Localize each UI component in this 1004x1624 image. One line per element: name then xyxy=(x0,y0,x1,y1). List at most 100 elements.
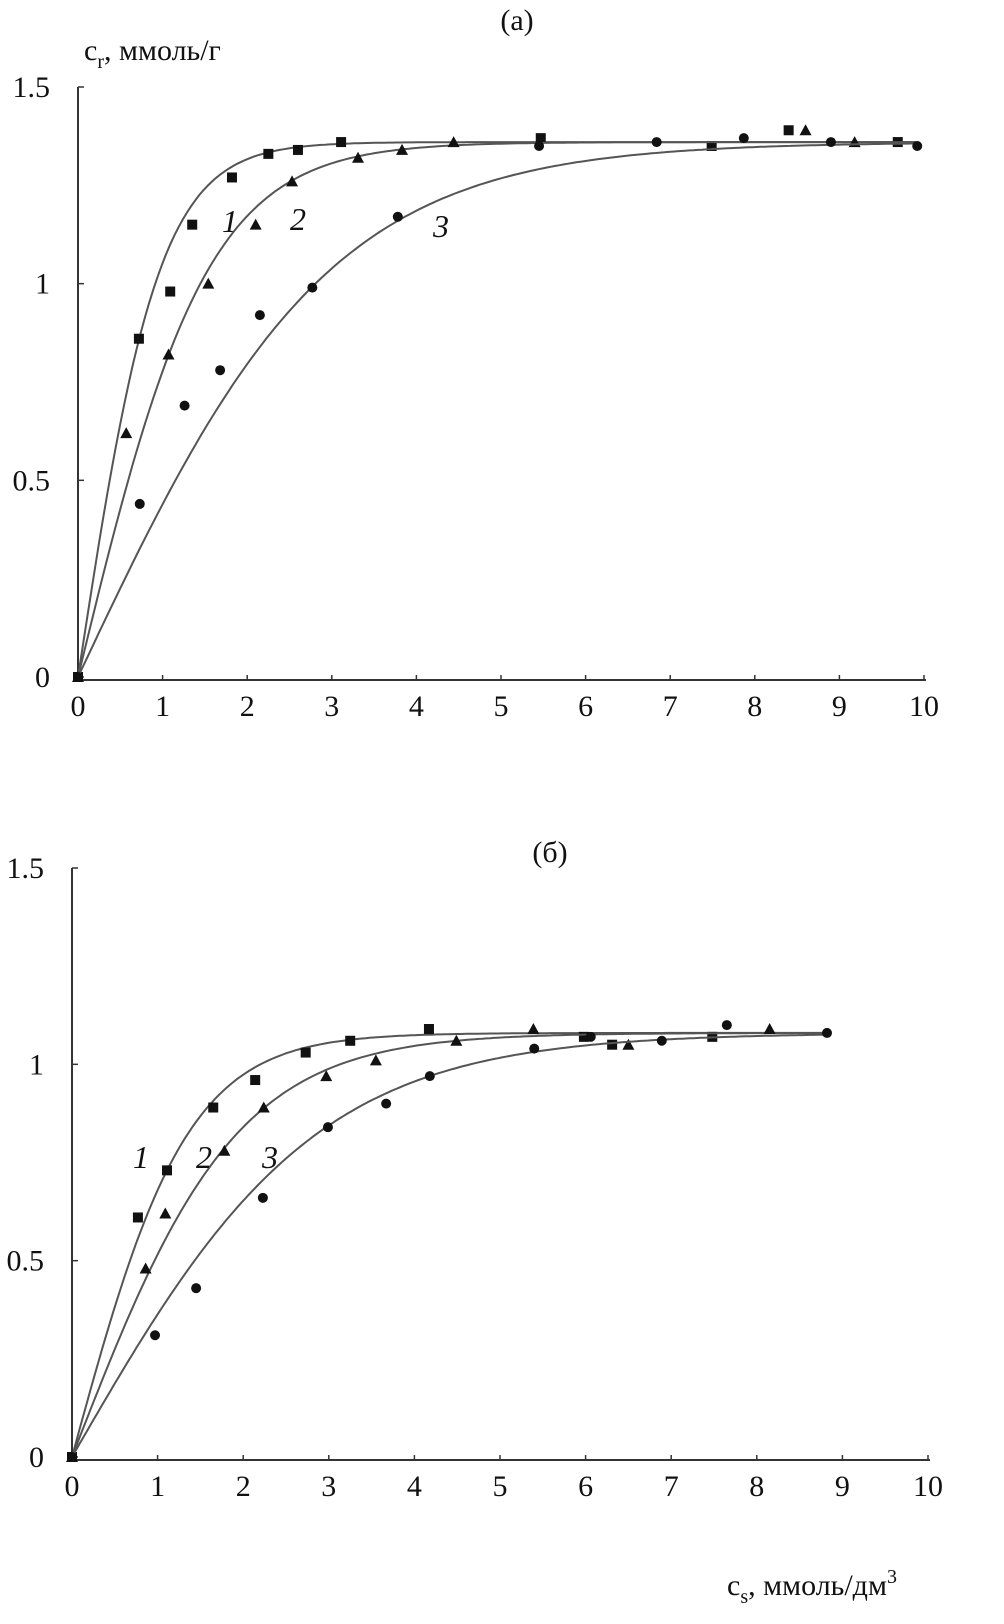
point-series-2 xyxy=(369,1054,382,1066)
point-series-1 xyxy=(706,141,717,151)
curve-3 xyxy=(71,1033,826,1458)
point-series-1 xyxy=(535,133,546,144)
point-series-3 xyxy=(179,400,190,411)
point-series-1 xyxy=(165,286,176,297)
y-tick-label: 1.5 xyxy=(13,71,51,104)
point-series-1 xyxy=(578,1031,589,1042)
point-series-3 xyxy=(529,1043,540,1054)
x-tick-label: 1 xyxy=(155,690,170,723)
x-tick-label: 1 xyxy=(150,1470,165,1503)
curve-1 xyxy=(71,1031,826,1458)
chart-panel-a: (a) cr, ммоль/г 0 1 2 3 4 5 6 7 8 9 10 0 0.5 1 1.5 1 2 3 xyxy=(13,4,940,723)
y-tick-label: 1 xyxy=(29,1048,44,1081)
x-tick-label: 9 xyxy=(832,690,847,723)
x-tick-label: 8 xyxy=(749,1470,764,1503)
point-series-1 xyxy=(423,1023,434,1034)
point-series-3 xyxy=(651,137,662,148)
x-tick-label: 9 xyxy=(835,1470,850,1503)
point-series-2 xyxy=(139,1262,152,1274)
point-series-3 xyxy=(381,1098,392,1109)
point-series-1 xyxy=(250,1075,261,1086)
curve-1 xyxy=(77,141,916,678)
point-series-3 xyxy=(424,1071,435,1082)
point-series-1 xyxy=(187,219,198,230)
point-series-2 xyxy=(763,1022,776,1034)
point-series-2 xyxy=(162,348,175,360)
y-tick-label: 0.5 xyxy=(13,464,51,497)
point-series-3 xyxy=(721,1020,732,1031)
point-series-3 xyxy=(150,1330,161,1341)
point-series-2 xyxy=(352,151,365,163)
point-series-3 xyxy=(215,365,226,376)
point-series-1 xyxy=(300,1047,311,1058)
point-series-2 xyxy=(159,1207,172,1219)
point-series-2 xyxy=(249,218,262,230)
point-series-2 xyxy=(286,175,299,187)
curve-label-2: 2 xyxy=(290,201,306,237)
point-series-2 xyxy=(799,124,812,136)
point-series-3 xyxy=(738,133,749,144)
point-series-2 xyxy=(396,143,409,155)
point-series-3 xyxy=(67,1452,77,1462)
point-series-3 xyxy=(825,137,836,148)
point-series-1 xyxy=(208,1102,219,1113)
curve-label-2: 2 xyxy=(196,1139,212,1175)
point-series-3 xyxy=(73,672,83,682)
x-tick-label: 6 xyxy=(578,1470,593,1503)
x-tick-label: 4 xyxy=(409,690,424,723)
point-series-2 xyxy=(257,1101,270,1113)
x-tick-label: 5 xyxy=(493,1470,508,1503)
point-series-1 xyxy=(336,137,347,148)
point-series-2 xyxy=(527,1022,540,1034)
x-tick-label: 2 xyxy=(240,690,255,723)
x-tick-label: 3 xyxy=(321,1470,336,1503)
point-series-1 xyxy=(133,333,144,344)
point-series-3 xyxy=(134,498,145,509)
point-series-3 xyxy=(392,211,403,222)
curve-3 xyxy=(77,142,916,678)
y-tick-label: 1.5 xyxy=(7,852,45,885)
x-tick-label: 10 xyxy=(909,690,939,723)
point-series-3 xyxy=(191,1283,202,1294)
point-series-3 xyxy=(257,1192,268,1203)
curve-label-3: 3 xyxy=(261,1139,278,1175)
point-series-3 xyxy=(585,1031,596,1042)
y-tick-label: 1 xyxy=(35,268,50,301)
point-series-1 xyxy=(162,1165,173,1176)
curve-2 xyxy=(77,141,916,678)
x-tick-label: 0 xyxy=(71,690,86,723)
chart-panel-b: (б) cs, ммоль/дм3 0 1 2 3 4 5 6 7 8 9 10 0 0.5 1 1.5 1 2… xyxy=(7,836,944,1608)
point-series-3 xyxy=(912,141,923,151)
point-series-3 xyxy=(254,310,265,321)
curve-2 xyxy=(71,1032,826,1458)
point-series-2 xyxy=(447,136,460,148)
y-tick-label: 0 xyxy=(35,661,50,694)
x-tick-label: 2 xyxy=(236,1470,251,1503)
y-tick-label: 0.5 xyxy=(7,1245,45,1278)
point-series-2 xyxy=(120,427,133,439)
y-tick-label: 0 xyxy=(29,1441,44,1474)
point-series-2 xyxy=(622,1038,635,1050)
point-series-1 xyxy=(226,172,237,183)
point-series-1 xyxy=(132,1212,143,1223)
x-tick-label: 5 xyxy=(494,690,509,723)
curve-label-1: 1 xyxy=(222,203,238,239)
x-tick-label: 6 xyxy=(578,690,593,723)
point-series-2 xyxy=(202,277,215,289)
x-tick-label: 8 xyxy=(747,690,762,723)
point-series-3 xyxy=(534,141,545,151)
point-series-1 xyxy=(783,125,794,136)
point-series-2 xyxy=(320,1070,333,1082)
y-axis-label: cr, ммоль/г xyxy=(84,34,221,73)
point-series-2 xyxy=(450,1034,463,1046)
curve-label-1: 1 xyxy=(133,1139,149,1175)
point-series-1 xyxy=(292,144,303,155)
x-tick-label: 3 xyxy=(324,690,339,723)
point-series-1 xyxy=(263,148,274,159)
point-series-3 xyxy=(656,1035,667,1046)
x-tick-label: 7 xyxy=(663,690,678,723)
x-tick-label: 4 xyxy=(407,1470,422,1503)
point-series-1 xyxy=(607,1039,618,1050)
point-series-3 xyxy=(322,1122,333,1133)
